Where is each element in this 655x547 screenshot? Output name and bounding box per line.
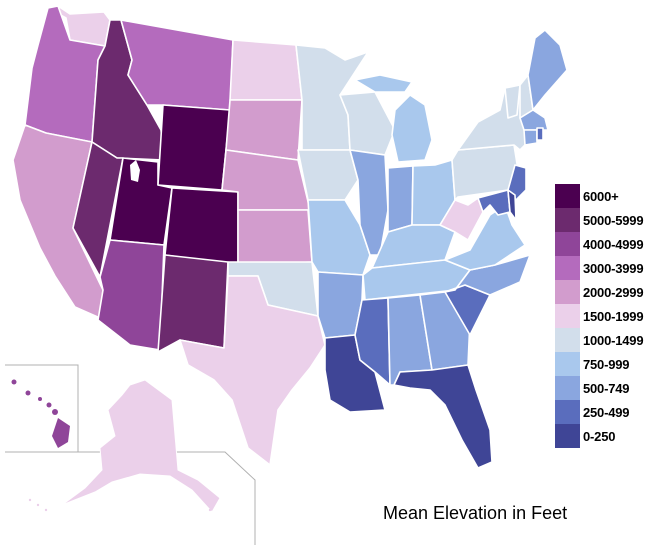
legend-item: 5000-5999	[555, 208, 644, 232]
state-fl	[393, 364, 493, 469]
legend-swatch	[555, 328, 580, 352]
state-ia	[297, 149, 359, 201]
legend-swatch	[555, 184, 580, 208]
legend-item: 4000-4999	[555, 232, 644, 256]
legend-label: 5000-5999	[583, 212, 644, 228]
legend-swatch	[555, 232, 580, 256]
state-co	[164, 187, 239, 266]
state-mo	[307, 199, 371, 276]
legend: 6000+ 5000-5999 4000-4999 3000-3999 2000-299…	[555, 184, 644, 448]
legend-swatch	[555, 256, 580, 280]
state-nd	[229, 39, 303, 101]
legend-label: 250-499	[583, 404, 630, 420]
map-title: Mean Elevation in Feet	[383, 503, 568, 523]
legend-item: 1000-1499	[555, 328, 644, 352]
state-az	[97, 239, 165, 351]
state-nm	[157, 254, 229, 353]
legend-label: 1500-1999	[583, 308, 644, 324]
state-ma	[519, 109, 549, 131]
state-de	[507, 189, 517, 221]
state-nv	[72, 141, 124, 278]
legend-swatch	[555, 424, 580, 448]
legend-item: 250-499	[555, 400, 643, 424]
state-mi-upper	[354, 74, 413, 93]
legend-swatch	[555, 376, 580, 400]
legend-label: 750-999	[583, 356, 630, 372]
legend-item: 3000-3999	[555, 256, 644, 280]
state-ak	[28, 379, 221, 513]
legend-swatch	[555, 304, 580, 328]
legend-item: 750-999	[555, 352, 643, 376]
legend-label: 4000-4999	[583, 236, 644, 252]
legend-item: 500-749	[555, 376, 643, 400]
legend-swatch	[555, 208, 580, 232]
state-id	[91, 19, 165, 161]
state-hi	[11, 379, 70, 448]
state-me	[527, 29, 568, 111]
legend-label: 2000-2999	[583, 284, 644, 300]
state-ct	[523, 129, 538, 146]
state-wy	[157, 104, 231, 191]
legend-label: 500-749	[583, 380, 630, 396]
state-tx	[179, 275, 326, 466]
legend-label: 1000-1499	[583, 332, 644, 348]
legend-swatch	[555, 280, 580, 304]
legend-swatch	[555, 352, 580, 376]
state-vt	[504, 84, 521, 119]
state-va	[444, 204, 526, 271]
legend-label: 0-250	[583, 428, 616, 444]
legend-label: 3000-3999	[583, 260, 644, 276]
state-in	[387, 165, 414, 233]
state-nj	[507, 164, 527, 201]
great-salt-lake	[130, 160, 140, 182]
state-il	[349, 149, 389, 256]
state-mi	[391, 94, 433, 163]
legend-item: 6000+	[555, 184, 643, 208]
state-ks	[237, 209, 313, 266]
state-ca	[12, 124, 104, 319]
state-ri	[536, 127, 544, 141]
legend-item: 2000-2999	[555, 280, 644, 304]
legend-swatch	[555, 400, 580, 424]
legend-label: 6000+	[583, 188, 619, 204]
legend-item: 1500-1999	[555, 304, 644, 328]
legend-item: 0-250	[555, 424, 643, 448]
